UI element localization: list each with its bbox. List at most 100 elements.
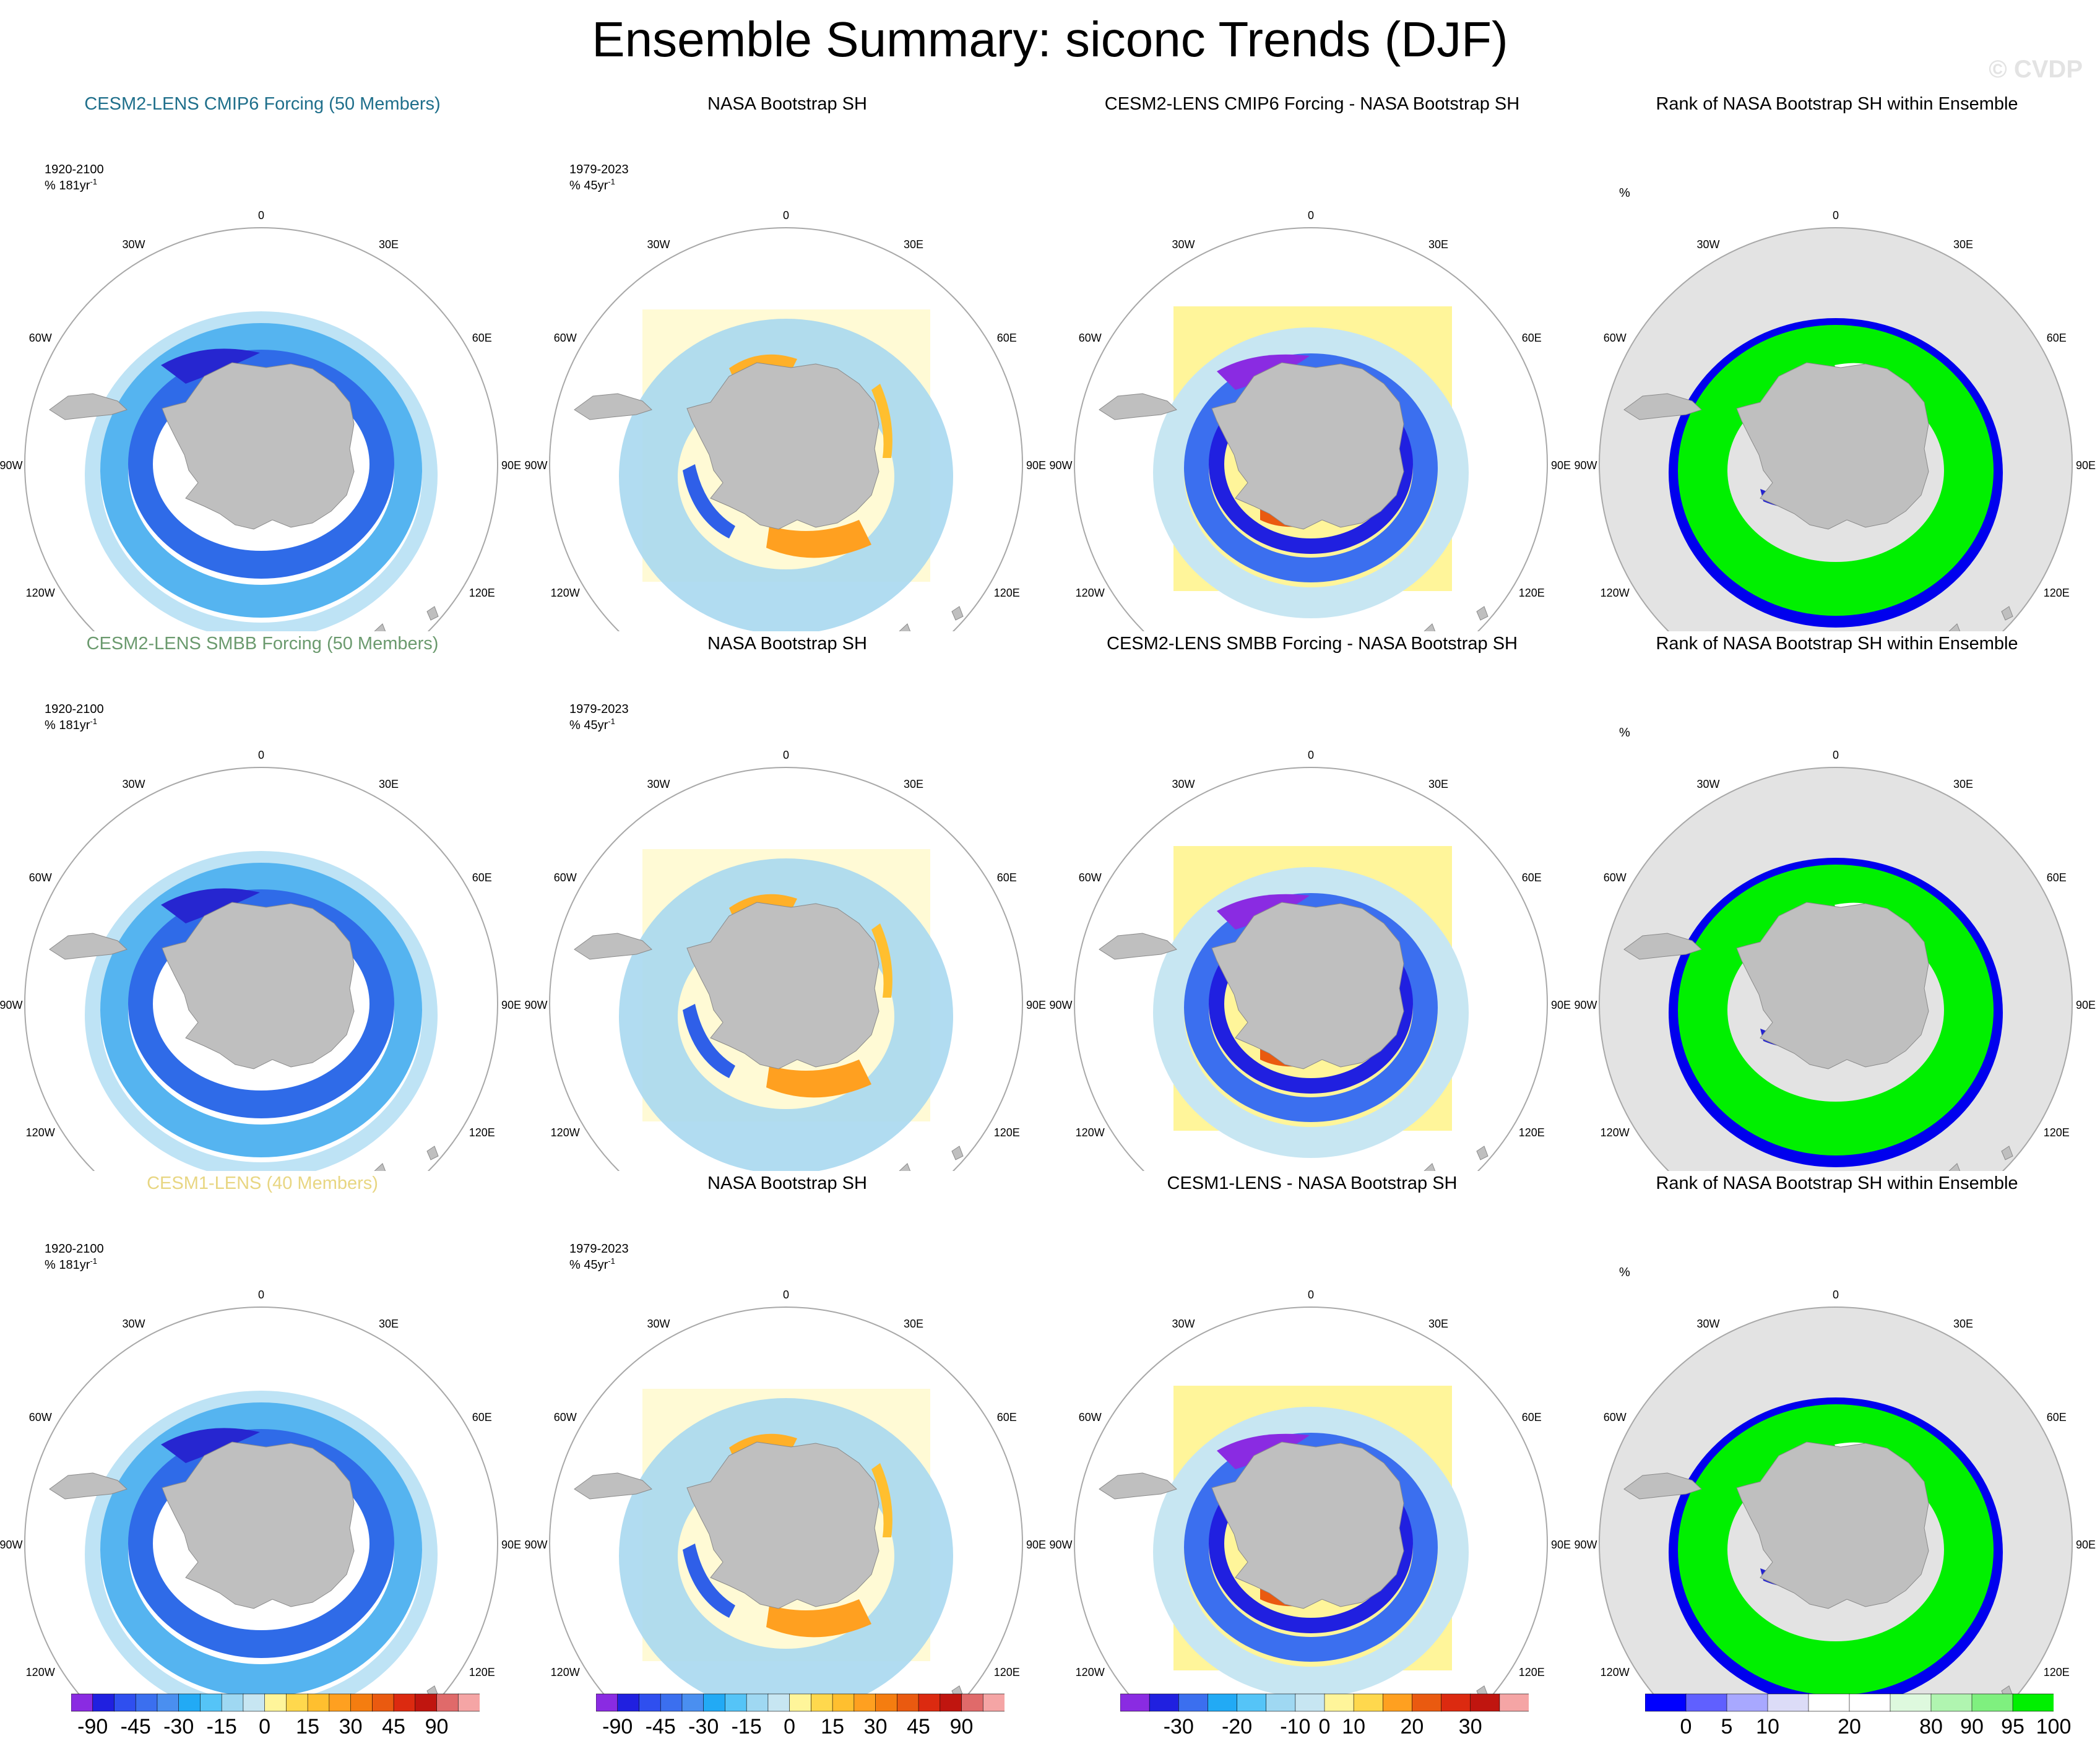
longitude-label: 120W — [551, 1126, 580, 1139]
longitude-label: 120E — [2044, 1126, 2070, 1139]
trend-period-label: 1920-2100 — [45, 1242, 104, 1256]
longitude-label: 90E — [2076, 459, 2096, 472]
trend-units-label: % 181yr-1 — [45, 1256, 97, 1272]
colorbar-swatch — [1685, 1693, 1727, 1712]
colorbar-swatch — [832, 1693, 855, 1712]
south-america-tip — [1099, 393, 1177, 420]
difference-colorbar-labels: -30 -20 -10 0 10 20 30 — [1120, 1715, 1529, 1740]
polar-stereographic-map: 030E60E90E120E150E180150W120W90W60W30W19… — [525, 1242, 1046, 1711]
longitude-label: 30E — [1428, 778, 1448, 790]
longitude-label: 30E — [1953, 1318, 1973, 1330]
longitude-label: 60E — [997, 871, 1017, 884]
colorbar-swatch — [286, 1693, 309, 1712]
colorbar-swatch — [92, 1693, 115, 1712]
longitude-label: 90E — [501, 999, 521, 1011]
longitude-label: 60E — [1522, 871, 1542, 884]
longitude-label: 0 — [1833, 209, 1839, 222]
longitude-label: 30W — [647, 778, 670, 790]
colorbar-swatch — [1412, 1693, 1442, 1712]
colorbar-swatch — [114, 1693, 137, 1712]
longitude-label: 120E — [994, 1666, 1020, 1678]
colorbar-tick-label: -90 — [77, 1715, 108, 1738]
colorbar-swatch — [1644, 1693, 1687, 1712]
colorbar-tick-label: -15 — [206, 1715, 237, 1738]
colorbar-swatch — [1808, 1693, 1850, 1712]
map-boundary-circle — [549, 1306, 1023, 1711]
colorbar-swatch — [1890, 1693, 1932, 1712]
colorbar-tick-label: -15 — [731, 1715, 762, 1738]
longitude-label: 0 — [258, 749, 264, 761]
longitude-label: 60W — [1604, 332, 1627, 344]
colorbar-tick-label: 15 — [296, 1715, 320, 1738]
rank-units-label: % — [1619, 186, 1630, 200]
longitude-label: 30E — [1428, 1318, 1448, 1330]
colorbar-swatch — [940, 1693, 962, 1712]
polar-stereographic-map: 030E60E90E120E150E180150W120W90W60W30W — [1050, 1289, 1571, 1711]
tasmania-landmass — [1476, 1146, 1489, 1160]
longitude-label: 0 — [1833, 1289, 1839, 1301]
longitude-label: 60W — [1079, 332, 1102, 344]
colorbar-swatch — [415, 1693, 438, 1712]
colorbar-swatch — [961, 1693, 984, 1712]
longitude-label: 60E — [997, 1411, 1017, 1423]
longitude-label: 30E — [379, 778, 399, 790]
longitude-label: 90E — [1551, 1539, 1571, 1551]
colorbar-swatch — [853, 1693, 876, 1712]
trend-colorbar-labels: -90 -45 -30 -15 0 15 30 45 90 — [596, 1715, 1005, 1740]
longitude-label: 120W — [551, 1666, 580, 1678]
colorbar-swatch — [264, 1693, 287, 1712]
longitude-label: 60E — [2047, 332, 2067, 344]
longitude-label: 60E — [1522, 1411, 1542, 1423]
polar-stereographic-map: 030E60E90E120E150E180150W120W90W60W30W — [1050, 749, 1571, 1171]
colorbar-tick-label: 90 — [425, 1715, 449, 1738]
antarctica-landmass — [162, 1441, 355, 1609]
rank-colorbar-labels: 0 5 10 20 80 90 95 100 — [1645, 1715, 2072, 1740]
trend-colorbar-1: -90 -45 -30 -15 0 15 30 45 90 — [71, 1693, 480, 1742]
trend-colorbar-labels: -90 -45 -30 -15 0 15 30 45 90 — [71, 1715, 480, 1740]
longitude-label: 90W — [0, 1539, 23, 1551]
polar-stereographic-map: 030E60E90E120E150E180150W120W90W60W30W19… — [525, 163, 1046, 631]
new-zealand-landmass — [1422, 623, 1439, 631]
antarctica-landmass — [1211, 1441, 1404, 1609]
trend-field-bellingshausen-decline — [683, 1544, 735, 1618]
colorbar-swatch — [1470, 1693, 1500, 1712]
trend-field-ross-increase — [766, 1599, 871, 1638]
tasmania-landmass — [2001, 606, 2013, 621]
trend-colorbar-2: -90 -45 -30 -15 0 15 30 45 90 — [595, 1693, 1005, 1742]
colorbar-swatch — [897, 1693, 919, 1712]
colorbar-swatch — [681, 1693, 704, 1712]
panel-title: CESM2-LENS SMBB Forcing (50 Members) — [86, 634, 439, 654]
colorbar-tick-label: 0 — [1680, 1715, 1692, 1738]
longitude-label: 60W — [554, 332, 577, 344]
model-trend-panel-row3: CESM1-LENS (40 Members)030E60E90E120E150… — [0, 1172, 525, 1711]
longitude-label: 60E — [997, 332, 1017, 344]
south-america-tip — [1099, 933, 1177, 960]
longitude-label: 0 — [1308, 1289, 1314, 1301]
new-zealand-landmass — [1947, 1163, 1964, 1171]
antarctica-landmass — [686, 362, 879, 530]
longitude-label: 60W — [1604, 1411, 1627, 1423]
map-boundary-circle — [1599, 227, 2073, 631]
colorbar-swatch — [329, 1693, 352, 1712]
trend-field-strong-decline — [161, 1428, 260, 1463]
south-america-tip — [49, 1472, 127, 1500]
trend-units-label: % 45yr-1 — [569, 717, 615, 732]
panel-title: CESM1-LENS - NASA Bootstrap SH — [1167, 1173, 1458, 1193]
longitude-label: 120E — [469, 1666, 495, 1678]
figure-title: Ensemble Summary: siconc Trends (DJF) — [592, 12, 1508, 67]
map-boundary-circle — [1074, 767, 1548, 1171]
longitude-label: 90W — [525, 999, 548, 1011]
longitude-label: 120E — [1519, 1666, 1545, 1678]
colorbar-swatch — [595, 1693, 618, 1712]
map-boundary-circle — [1599, 1306, 2073, 1711]
colorbar-swatch — [1324, 1693, 1355, 1712]
colorbar-swatch — [135, 1693, 158, 1712]
tasmania-landmass — [951, 1146, 964, 1160]
colorbar-swatch — [767, 1693, 790, 1712]
longitude-label: 30E — [1953, 778, 1973, 790]
trend-units-label: % 181yr-1 — [45, 717, 97, 732]
colorbar-tick-label: 95 — [2001, 1715, 2024, 1738]
trend-units-label: % 45yr-1 — [569, 177, 615, 192]
longitude-label: 90W — [0, 999, 23, 1011]
longitude-label: 0 — [783, 1289, 789, 1301]
